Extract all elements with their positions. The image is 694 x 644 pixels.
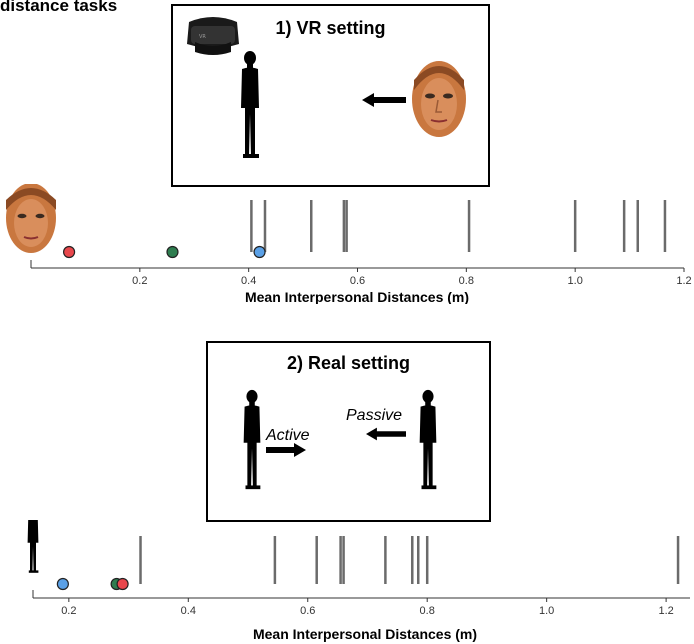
- x-tick-label: 0.6: [300, 605, 315, 617]
- active-label: Active: [266, 427, 310, 444]
- human-silhouette-icon: [243, 389, 261, 490]
- passive-label: Passive: [346, 407, 403, 424]
- human-silhouette-icon: [241, 51, 259, 158]
- x-tick-label: 0.4: [241, 275, 256, 287]
- vr-panel-title: 1) VR setting: [275, 18, 386, 38]
- x-tick-label: 1.2: [658, 605, 673, 617]
- x-axis-label: Mean Interpersonal Distances (m): [253, 626, 477, 642]
- x-tick-label: 1.2: [676, 275, 691, 287]
- vr-setting-panel: 1) VR setting VR: [171, 4, 490, 187]
- figure-heading: distance tasks: [0, 0, 118, 15]
- data-point-red: [62, 245, 76, 259]
- data-point-red: [116, 577, 129, 591]
- arrow-right-icon: [266, 443, 306, 457]
- real-panel-title: 2) Real setting: [286, 353, 411, 373]
- data-point-blue: [253, 245, 266, 259]
- x-tick-label: 0.2: [61, 605, 76, 617]
- arrow-left-icon: [362, 93, 406, 107]
- real-distance-chart: 0.2 0.4 0.6 0.8 1.0 1.2 Mean Interpersonal Di…: [27, 520, 690, 642]
- x-tick-label: 0.6: [350, 275, 365, 287]
- human-silhouette-icon: [419, 389, 437, 490]
- x-tick-label: 1.0: [568, 275, 583, 287]
- human-silhouette-icon: [27, 520, 39, 573]
- data-point-blue: [56, 577, 69, 591]
- arrow-left-icon: [366, 427, 406, 441]
- face-photo-icon: [412, 61, 466, 137]
- x-tick-label: 1.0: [539, 605, 554, 617]
- vr-distance-chart: 0.2 0.4 0.6 0.8 1.0 1.2 Mean Interpersonal Di…: [6, 184, 692, 304]
- x-tick-label: 0.4: [181, 605, 196, 617]
- x-axis-label: Mean Interpersonal Distances (m): [245, 289, 469, 304]
- face-photo-icon: [6, 184, 56, 253]
- x-tick-label: 0.8: [420, 605, 435, 617]
- x-tick-label: 0.8: [459, 275, 474, 287]
- x-tick-label: 0.2: [132, 275, 147, 287]
- data-point-green: [166, 245, 179, 259]
- vr-headset-icon: VR: [187, 17, 239, 55]
- real-setting-panel: 2) Real setting Active Passive: [206, 341, 491, 522]
- svg-text:VR: VR: [199, 34, 206, 40]
